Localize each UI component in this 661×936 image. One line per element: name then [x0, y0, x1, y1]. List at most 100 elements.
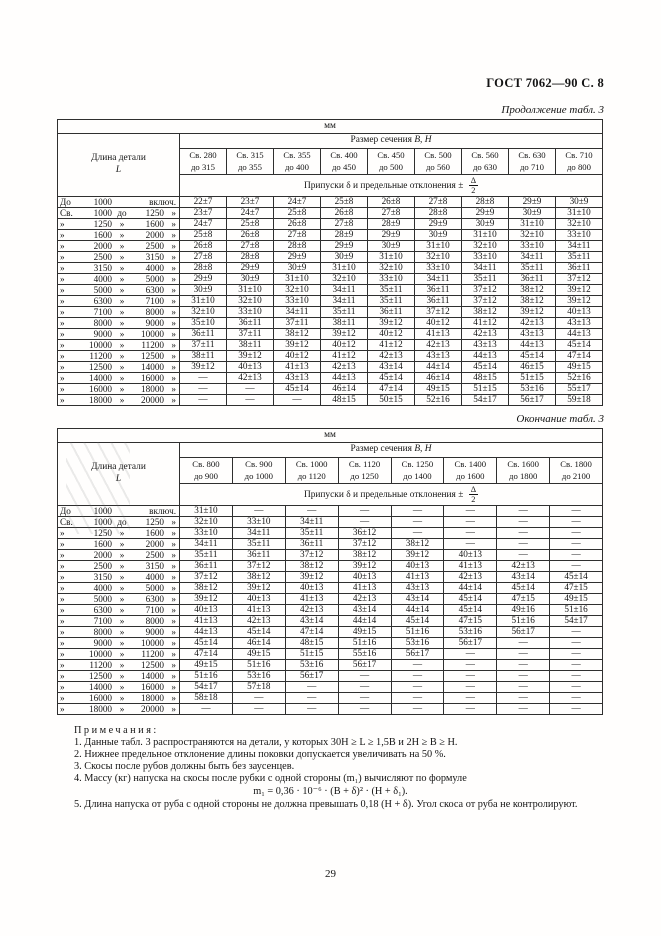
- value-cell: 39±12: [179, 361, 227, 373]
- value-cell: 33±10: [461, 251, 509, 263]
- value-cell: —: [496, 538, 551, 550]
- length-cell: » 10000 » 11200 »: [57, 648, 180, 660]
- value-cell: 29±9: [414, 218, 462, 230]
- length-part: 6300: [145, 594, 164, 604]
- value-cell: 48±15: [461, 372, 509, 384]
- length-cell-content: » 4000 » 5000 »: [60, 274, 176, 284]
- value-cell: 33±10: [273, 295, 321, 307]
- length-part: 8000: [93, 627, 112, 637]
- length-part: 4000: [93, 274, 112, 284]
- value-cell: —: [443, 659, 498, 671]
- size-range-line2: до 800: [567, 161, 591, 172]
- length-part: »: [60, 572, 65, 582]
- value-cell: 36±11: [414, 295, 462, 307]
- length-cell-content: » 2000 » 2500 »: [60, 550, 176, 560]
- value-cell: 41±13: [231, 604, 286, 616]
- value-cell: 38±12: [337, 549, 392, 561]
- length-cell: » 9000 » 10000 »: [57, 637, 180, 649]
- value-cell: 28±8: [273, 240, 321, 252]
- length-part: »: [60, 550, 65, 560]
- length-part: »: [60, 627, 65, 637]
- length-part: 11200: [89, 351, 112, 361]
- value-cell: 38±12: [284, 560, 339, 572]
- length-cell: » 1250 » 1600 »: [57, 218, 180, 230]
- value-cell: 41±12: [461, 317, 509, 329]
- value-cell: —: [549, 670, 603, 682]
- size-range-line1: Св. 500: [424, 150, 452, 161]
- value-cell: 36±11: [231, 549, 286, 561]
- length-cell-content: » 7100 » 8000 »: [60, 307, 176, 317]
- value-cell: 40±12: [273, 350, 321, 362]
- length-cell: » 11200 » 12500 »: [57, 659, 180, 671]
- value-cell: —: [549, 527, 603, 539]
- value-cell: —: [496, 505, 551, 517]
- length-part: 6300: [145, 285, 164, 295]
- value-cell: —: [390, 670, 445, 682]
- value-cell: 43±13: [273, 372, 321, 384]
- value-cell: 39±12: [555, 284, 603, 296]
- tolerance-table-end: мм Длина детали L Размер сечения B, H Св. 80…: [57, 428, 603, 715]
- value-cell: 41±13: [390, 571, 445, 583]
- size-range-header: Св. 710 до 800: [555, 148, 603, 175]
- value-cell: 42±13: [320, 361, 368, 373]
- length-part: включ.: [149, 197, 176, 207]
- value-cell: 49±15: [555, 361, 603, 373]
- length-cell-content: » 6300 » 7100 »: [60, 296, 176, 306]
- value-cell: 32±10: [367, 262, 415, 274]
- length-part: »: [119, 627, 125, 637]
- length-part: »: [60, 583, 65, 593]
- value-cell: 26±8: [179, 240, 227, 252]
- value-cell: —: [179, 703, 233, 715]
- length-cell: » 11200 » 12500 »: [57, 350, 180, 362]
- length-part: »: [171, 594, 176, 604]
- size-range-header: Св. 630 до 710: [508, 148, 556, 175]
- length-part: 14000: [89, 682, 112, 692]
- length-cell-content: » 10000 » 11200 »: [60, 340, 176, 350]
- length-cell-content: » 8000 » 9000 »: [60, 627, 176, 637]
- length-part: »: [171, 274, 176, 284]
- length-part: »: [171, 682, 176, 692]
- tolerance-table-continuation: мм Длина детали L Размер сечения B, H Св. 28…: [57, 119, 603, 406]
- length-part: 10000: [89, 340, 112, 350]
- value-cell: 35±11: [231, 538, 286, 550]
- length-part: »: [119, 583, 125, 593]
- length-part: »: [171, 351, 176, 361]
- length-part: »: [171, 660, 176, 670]
- value-cell: 24±7: [179, 218, 227, 230]
- length-part: 1600: [145, 219, 164, 229]
- length-part: »: [171, 638, 176, 648]
- length-cell-content: » 2500 » 3150 »: [60, 252, 176, 262]
- length-cell-content: » 2000 » 2500 »: [60, 241, 176, 251]
- value-cell: 56±17: [496, 626, 551, 638]
- note-item: 4. Массу (кг) напуска на скосы после руб…: [57, 773, 604, 785]
- length-part: »: [171, 208, 176, 218]
- value-cell: 26±8: [226, 229, 274, 241]
- length-part: »: [119, 660, 125, 670]
- value-cell: 46±14: [231, 637, 286, 649]
- value-cell: 44±13: [320, 372, 368, 384]
- length-cell: Св. 1000 до 1250 »: [57, 207, 180, 219]
- value-cell: 37±11: [273, 317, 321, 329]
- value-cell: 39±12: [367, 317, 415, 329]
- value-cell: 23±7: [226, 196, 274, 208]
- value-cell: 43±13: [414, 350, 462, 362]
- length-part: »: [60, 384, 65, 394]
- value-cell: 46±15: [508, 361, 556, 373]
- length-cell-content: » 14000 » 16000 »: [60, 373, 176, 383]
- value-cell: 32±10: [414, 251, 462, 263]
- length-part: включ.: [149, 506, 176, 516]
- value-cell: 36±11: [226, 317, 274, 329]
- value-cell: 37±12: [284, 549, 339, 561]
- unit-label: мм: [57, 428, 603, 443]
- value-cell: 26±8: [273, 218, 321, 230]
- length-cell-content: » 9000 » 10000 »: [60, 329, 176, 339]
- length-part: »: [60, 528, 65, 538]
- size-range-line2: до 900: [193, 470, 218, 481]
- table1-caption: Продолжение табл. 3: [501, 104, 604, 116]
- note-item: 5. Длина напуска от руба с одной стороны…: [57, 799, 604, 811]
- value-cell: —: [549, 681, 603, 693]
- value-cell: 42±13: [508, 317, 556, 329]
- length-part: до: [117, 517, 127, 527]
- value-cell: 25±8: [179, 229, 227, 241]
